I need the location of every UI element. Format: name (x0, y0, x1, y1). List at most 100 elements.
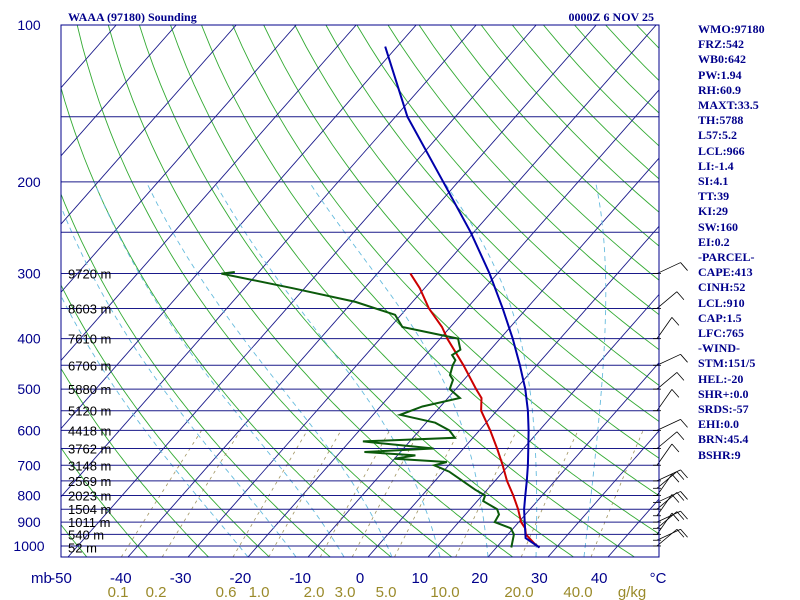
moist-adiabat (61, 205, 297, 557)
isotherm (427, 293, 659, 557)
height-label: 6706 m (68, 358, 111, 373)
wind-barb (653, 431, 685, 449)
index-item: CINH:52 (698, 280, 746, 295)
mixing-ratio-line (120, 430, 202, 557)
moist-adiabat (443, 181, 538, 557)
mixing-ratio-tick-label: 5.0 (376, 584, 397, 600)
index-item: SW:160 (698, 219, 739, 234)
dry-adiabat (61, 367, 209, 557)
index-item: STM:151/5 (698, 356, 756, 371)
mixing-ratio-tick-label: 1.0 (249, 584, 270, 600)
index-item: CAP:1.5 (698, 310, 742, 325)
index-item: SRDS:-57 (698, 402, 749, 417)
height-label: 5120 m (68, 404, 111, 419)
moist-adiabat (583, 181, 607, 557)
parcel-line (384, 46, 541, 549)
mixing-ratio-tick-label: 40.0 (563, 584, 592, 600)
index-item: TH:5788 (698, 113, 744, 128)
index-item: LCL:966 (698, 143, 745, 158)
wind-barb (653, 491, 688, 503)
pressure-tick-label: 300 (17, 266, 41, 282)
wind-barb (653, 262, 688, 274)
index-item: TT:39 (698, 189, 730, 204)
isotherm (0, 25, 56, 557)
height-label: 5880 m (68, 382, 111, 397)
moist-adiabat (308, 181, 489, 557)
height-label: 8603 m (68, 301, 111, 316)
mixing-ratio-tick-label: 10.0 (430, 584, 459, 600)
isotherm (127, 25, 597, 557)
index-item: MAXT:33.5 (698, 98, 759, 113)
height-label: 52 m (68, 541, 97, 556)
temperature-tick-label: -30 (170, 570, 192, 587)
pressure-axis-unit: mb (31, 570, 52, 587)
dry-adiabat (418, 25, 659, 281)
pressure-tick-label: 400 (17, 331, 41, 347)
dry-adiabat (107, 25, 513, 557)
pressure-tick-label: 100 (17, 17, 41, 33)
index-item: SI:4.1 (698, 174, 729, 189)
isotherm (61, 25, 477, 498)
pressure-tick-label: 500 (17, 381, 41, 397)
temperature-axis-unit: °C (650, 570, 667, 587)
moist-adiabat (145, 181, 393, 557)
plot-background (61, 25, 659, 557)
isotherm (61, 25, 177, 157)
dry-adiabat (0, 25, 26, 557)
index-item: WB0:642 (698, 52, 746, 67)
height-label: 540 m (68, 527, 104, 542)
mixing-ratio-line (232, 430, 308, 557)
index-item: BRN:45.4 (698, 432, 749, 447)
wind-barb (653, 291, 685, 309)
wind-barb (653, 528, 688, 541)
index-item: L57:5.2 (698, 128, 737, 143)
height-label: 7610 m (68, 332, 111, 347)
temperature-tick-label: 30 (531, 570, 548, 587)
wind-barb (653, 353, 688, 366)
temperature-tick-label: 20 (471, 570, 488, 587)
temperature-tick-label: -10 (289, 570, 311, 587)
valid-time: 0000Z 6 NOV 25 (569, 10, 654, 24)
index-item: HEL:-20 (698, 371, 744, 386)
mixing-ratio-line (161, 430, 241, 557)
index-item: KI:29 (698, 204, 728, 219)
mixing-ratio-line (319, 430, 391, 557)
height-label: 4418 m (68, 423, 111, 438)
mixing-ratio-tick-label: 0.2 (146, 584, 167, 600)
index-item: SHR+:0.0 (698, 386, 749, 401)
dry-adiabat (356, 25, 659, 351)
index-item: CAPE:413 (698, 265, 753, 280)
isotherm (61, 25, 237, 225)
temperature-tick-label: 40 (591, 570, 608, 587)
isotherm (367, 225, 659, 557)
index-item: RH:60.9 (698, 82, 741, 97)
mixing-ratio-line (394, 430, 460, 557)
wind-barb (653, 372, 685, 390)
pressure-tick-label: 800 (17, 487, 41, 503)
height-label: 3148 m (68, 458, 111, 473)
wind-barb (653, 471, 685, 489)
index-item: FRZ:542 (698, 37, 744, 52)
sounding-profiles (221, 46, 541, 549)
height-label: 1504 m (68, 502, 111, 517)
dewpoint-line (221, 271, 515, 548)
isotherm (247, 89, 659, 557)
wind-barb (653, 469, 688, 482)
index-panel: WMO:97180 FRZ:542 WB0:642 PW:1.94 RH:60.9 MAX… (698, 22, 798, 463)
dry-adiabat (325, 25, 659, 386)
mixing-ratio-tick-label: 0.1 (108, 584, 129, 600)
dry-adiabat (201, 25, 659, 535)
pressure-tick-label: 1000 (13, 538, 44, 554)
mixing-ratio-unit: g/kg (618, 584, 646, 600)
temperature-tick-label: -50 (50, 570, 72, 587)
dry-adiabat (61, 446, 148, 557)
isotherm (547, 430, 659, 557)
wind-barb (653, 419, 688, 431)
plot-frame (60, 24, 660, 558)
mixing-ratio-tick-label: 2.0 (304, 584, 325, 600)
moist-adiabat (93, 181, 345, 557)
dry-adiabat (294, 25, 659, 422)
height-label: 1011 m (68, 515, 110, 530)
temperature-tick-label: -20 (230, 570, 252, 587)
